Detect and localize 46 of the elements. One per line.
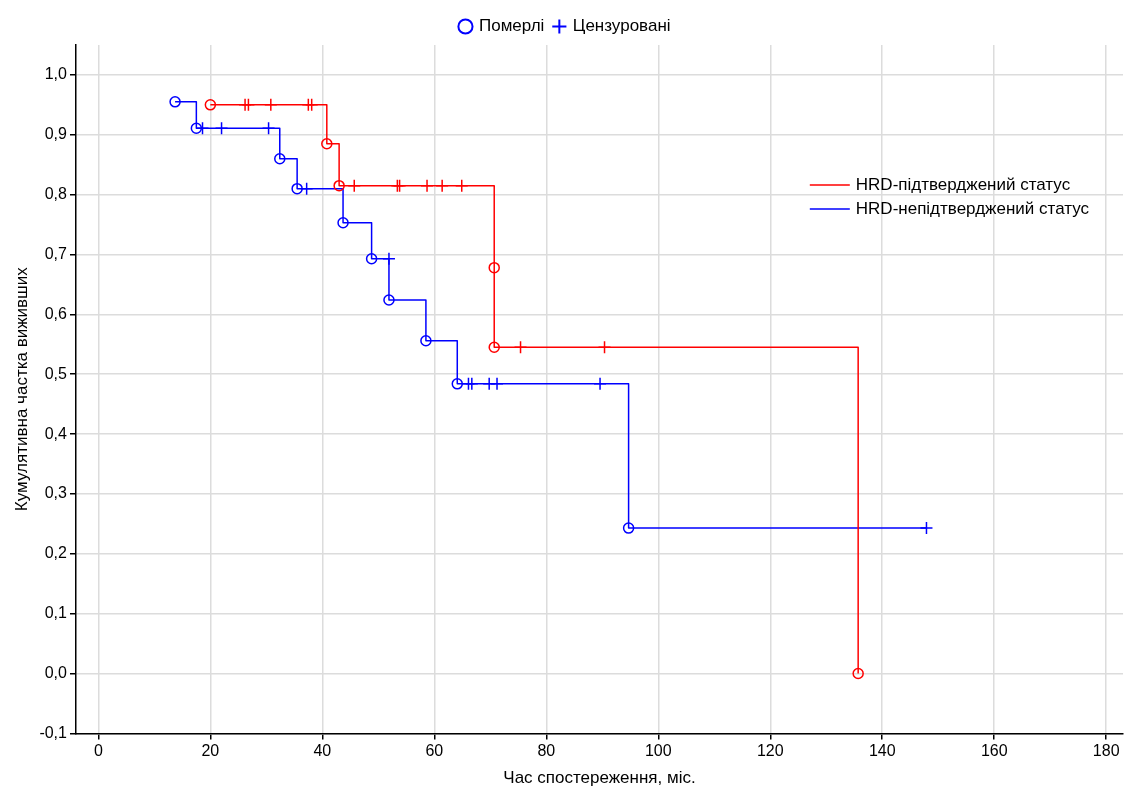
- point: [513, 340, 528, 355]
- point: [169, 96, 181, 108]
- point: [365, 252, 378, 265]
- point: [291, 182, 303, 195]
- y-tick-label: -0,1: [39, 723, 68, 741]
- x-tick-label: 40: [313, 742, 332, 760]
- x-tick-label: 20: [201, 742, 220, 760]
- y-axis-title: Кумулятивна частка виживших: [11, 266, 31, 512]
- y-tick-label: 0,1: [44, 604, 68, 622]
- y-tick-label: 0,9: [44, 125, 68, 143]
- y-tick-label: 1,0: [44, 65, 68, 83]
- point: [274, 152, 286, 165]
- point: [435, 178, 449, 193]
- legend-label: Померлі: [478, 16, 545, 36]
- y-tick-label: 0,5: [44, 364, 68, 382]
- x-axis-title: Час спостереження, міс.: [503, 768, 696, 788]
- point: [597, 340, 612, 355]
- x-tick-label: 60: [425, 742, 444, 760]
- point: [420, 334, 432, 347]
- x-tick-label: 140: [868, 742, 896, 760]
- x-tick-label: 120: [756, 742, 784, 760]
- point: [451, 378, 464, 390]
- legend-label: HRD-непідтверджений статус: [855, 198, 1090, 218]
- y-tick-label: 0,7: [44, 244, 68, 262]
- x-tick-label: 160: [980, 742, 1008, 760]
- point: [337, 217, 349, 229]
- x-tick-label: 180: [1092, 742, 1120, 760]
- y-tick-label: 0,0: [44, 663, 68, 681]
- x-tick-label: 100: [644, 742, 672, 760]
- legend-label: Цензуровані: [572, 16, 671, 36]
- y-tick-label: 0,6: [44, 304, 68, 322]
- point: [190, 122, 203, 134]
- point: [622, 522, 635, 534]
- y-tick-label: 0,2: [44, 544, 68, 562]
- x-tick-label: 80: [537, 742, 556, 760]
- legend-label: HRD-підтверджений статус: [855, 174, 1071, 194]
- point: [264, 98, 278, 112]
- y-tick-label: 0,3: [44, 484, 68, 502]
- point: [347, 178, 361, 193]
- point: [420, 178, 434, 193]
- x-tick-label: 0: [93, 742, 103, 760]
- point: [241, 98, 256, 112]
- point: [455, 178, 469, 193]
- point: [383, 294, 395, 306]
- y-tick-label: 0,8: [44, 185, 68, 203]
- y-tick-label: 0,4: [44, 424, 68, 442]
